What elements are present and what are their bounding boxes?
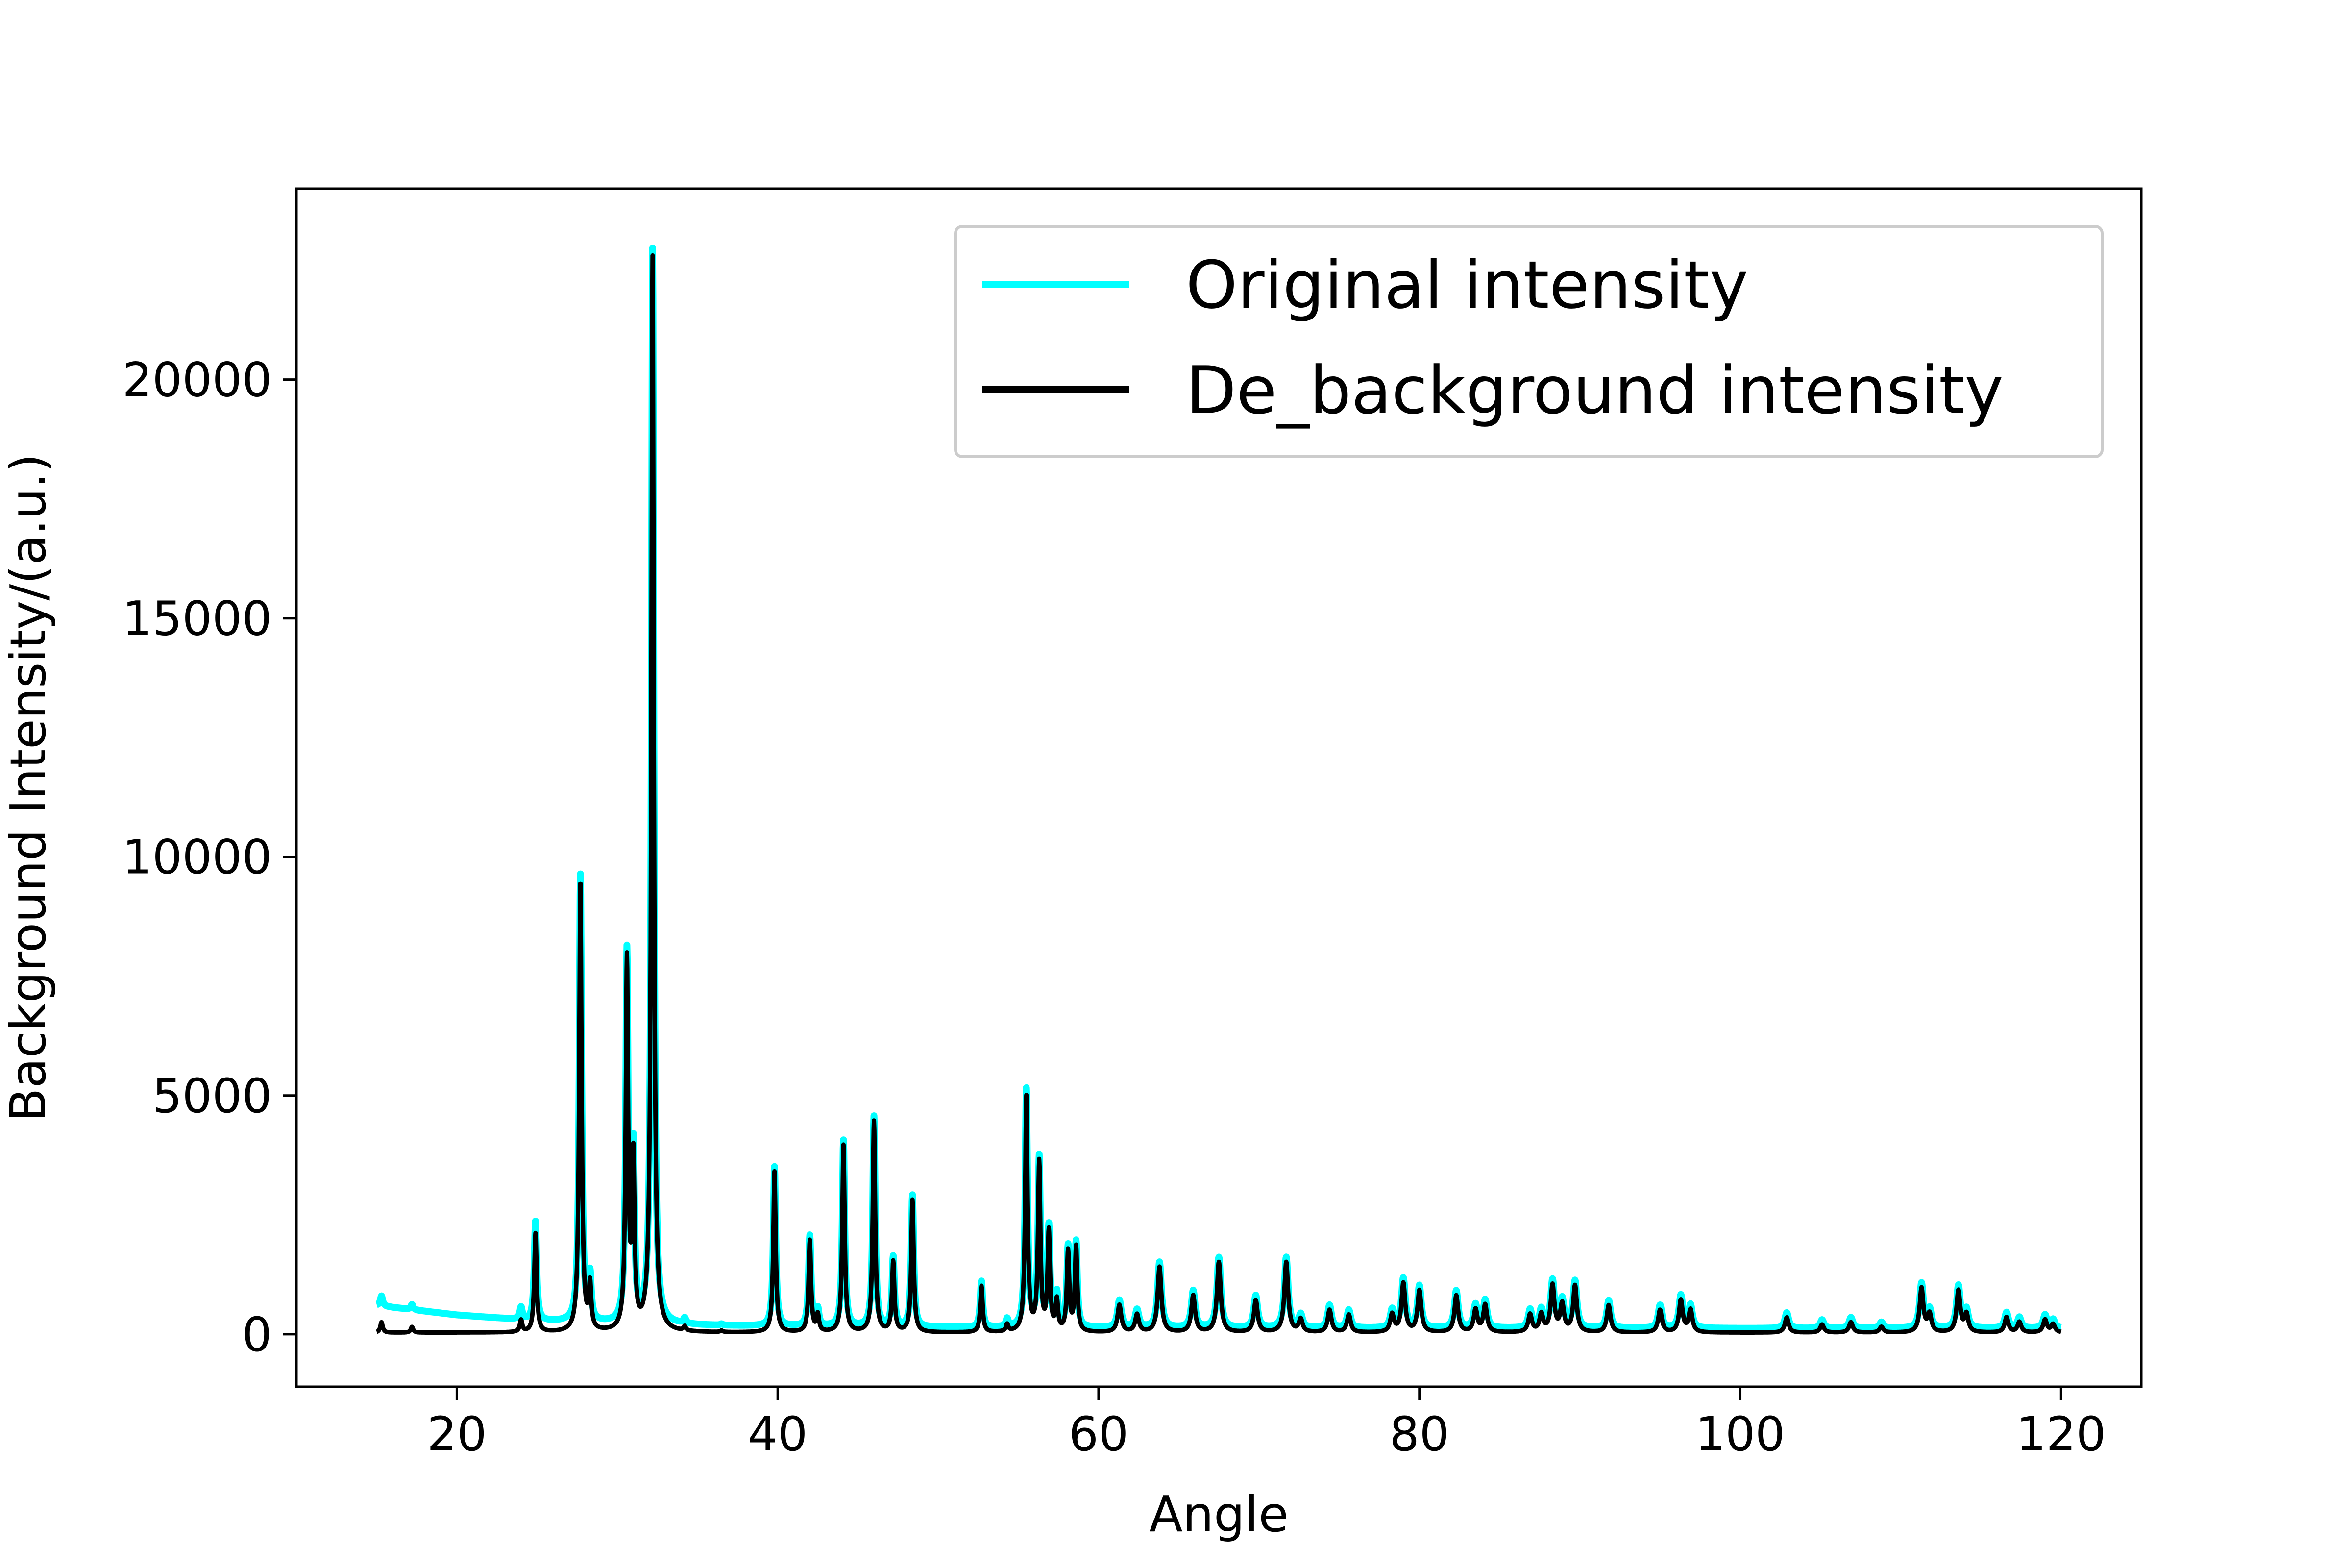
x-tick-label: 60: [1069, 1407, 1128, 1462]
y-axis-label: Background Intensity/(a.u.): [0, 454, 57, 1122]
x-tick-label: 20: [427, 1407, 487, 1462]
x-tick-label: 120: [2016, 1407, 2106, 1462]
legend: Original intensity De_background intensi…: [954, 225, 2104, 458]
y-tick-label: 10000: [122, 830, 272, 885]
x-tick-label: 100: [1695, 1407, 1785, 1462]
plot-frame: [295, 187, 2143, 1388]
x-tick-label: 40: [748, 1407, 808, 1462]
series-line-de-background-intensity: [374, 253, 2063, 1335]
y-tick-label: 20000: [122, 353, 272, 408]
legend-box: [954, 225, 2104, 458]
y-tick-label: 15000: [122, 591, 272, 646]
series-layer: [373, 245, 2064, 1335]
legend-label-original: Original intensity: [1186, 247, 1748, 323]
y-tick-label: 5000: [152, 1069, 272, 1124]
legend-label-de-background: De_background intensity: [1186, 352, 2004, 429]
x-axis-label: Angle: [1149, 1486, 1289, 1543]
x-tick-label: 80: [1390, 1407, 1449, 1462]
axes-layer: 20 40 60 80 100 120 0 5000 10000 15000 20000: [122, 187, 2143, 1462]
y-tick-label: 0: [242, 1307, 272, 1362]
